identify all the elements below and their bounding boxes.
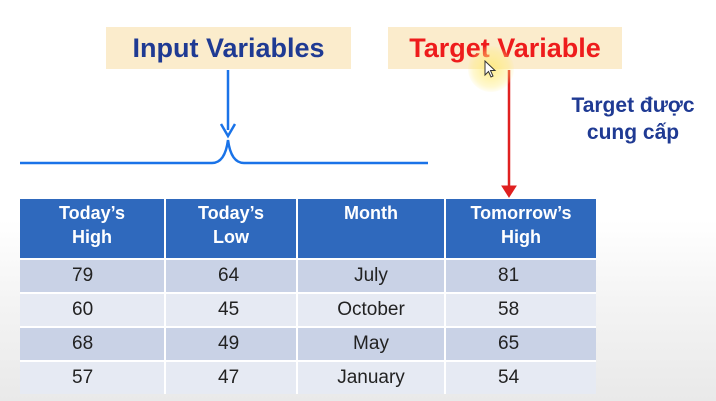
note-line-1: Target được <box>571 94 695 117</box>
mouse-pointer-icon <box>484 60 497 78</box>
header-month: Month <box>298 199 446 258</box>
cell-todays-high: 57 <box>20 360 166 394</box>
cell-todays-low: 47 <box>166 360 298 394</box>
header-line: Today’s <box>197 203 264 223</box>
cell-todays-high: 79 <box>20 258 166 292</box>
table-row: 68 49 May 65 <box>20 326 596 360</box>
header-line: Today’s <box>58 203 125 223</box>
cell-tomorrows-high: 54 <box>446 360 596 394</box>
header-todays-high: Today’s High <box>20 199 166 258</box>
cell-todays-low: 64 <box>166 258 298 292</box>
cell-month: October <box>298 292 446 326</box>
header-line: Month <box>344 203 398 223</box>
header-line: High <box>501 227 541 247</box>
cell-todays-low: 49 <box>166 326 298 360</box>
cell-month: May <box>298 326 446 360</box>
header-line: Tomorrow’s <box>470 203 572 223</box>
cell-todays-low: 45 <box>166 292 298 326</box>
table-header-row: Today’s High Today’s Low Month Tomorrow’… <box>20 199 596 258</box>
cell-tomorrows-high: 81 <box>446 258 596 292</box>
cell-tomorrows-high: 58 <box>446 292 596 326</box>
input-variables-label: Input Variables <box>106 27 351 69</box>
cell-month: July <box>298 258 446 292</box>
input-brace <box>20 139 428 165</box>
note-line-2: cung cấp <box>586 121 680 144</box>
target-arrow-head <box>501 185 517 198</box>
table-row: 60 45 October 58 <box>20 292 596 326</box>
header-todays-low: Today’s Low <box>166 199 298 258</box>
cell-month: January <box>298 360 446 394</box>
table-row: 57 47 January 54 <box>20 360 596 394</box>
table-row: 79 64 July 81 <box>20 258 596 292</box>
weather-data-table: Today’s High Today’s Low Month Tomorrow’… <box>20 199 596 394</box>
cell-todays-high: 60 <box>20 292 166 326</box>
input-arrow-head <box>219 123 237 139</box>
header-tomorrows-high: Tomorrow’s High <box>446 199 596 258</box>
target-provided-note: Target được cung cấp <box>548 92 716 146</box>
cell-todays-high: 68 <box>20 326 166 360</box>
cell-tomorrows-high: 65 <box>446 326 596 360</box>
header-line: High <box>72 227 112 247</box>
header-line: Low <box>213 227 249 247</box>
